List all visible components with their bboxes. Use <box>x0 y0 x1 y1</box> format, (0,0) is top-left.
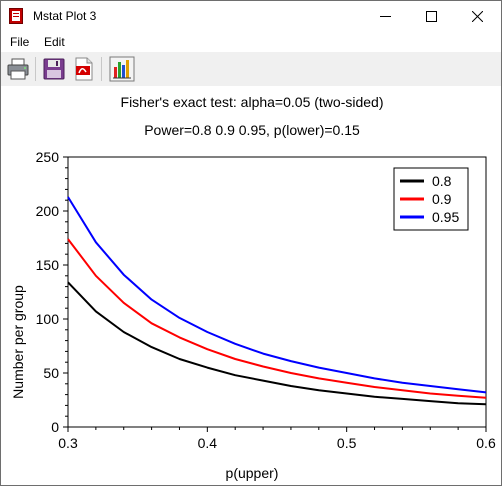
y-axis-label: Number per group <box>10 285 26 399</box>
x-tick-label: 0.3 <box>58 435 78 451</box>
x-tick-label: 0.5 <box>337 435 357 451</box>
y-tick-label: 250 <box>36 149 60 165</box>
toolbar-separator <box>101 57 102 81</box>
title-bar[interactable]: Mstat Plot 3 <box>1 1 501 32</box>
legend-label: 0.9 <box>432 191 452 207</box>
chart: Fisher's exact test: alpha=0.05 (two-sid… <box>10 94 496 481</box>
menu-edit[interactable]: Edit <box>44 35 65 49</box>
maximize-icon <box>426 11 437 22</box>
series-line-0.9 <box>67 238 487 399</box>
x-axis-label: p(upper) <box>226 465 279 481</box>
floppy-disk-icon <box>43 58 65 80</box>
minimize-button[interactable] <box>363 1 409 32</box>
pdf-icon <box>75 57 93 81</box>
series-line-0.95 <box>67 196 487 394</box>
plot-area: Fisher's exact test: alpha=0.05 (two-sid… <box>1 86 501 485</box>
close-icon <box>472 11 483 22</box>
plot-frame <box>67 156 487 428</box>
legend-label: 0.8 <box>432 173 452 189</box>
x-tick-label: 0.4 <box>198 435 218 451</box>
minimize-icon <box>380 16 391 17</box>
chart-title: Fisher's exact test: alpha=0.05 (two-sid… <box>121 94 384 110</box>
series-line-0.8 <box>67 281 487 406</box>
y-tick-label: 100 <box>36 311 60 327</box>
close-button[interactable] <box>455 1 501 32</box>
menu-file[interactable]: File <box>10 35 30 49</box>
menu-bar: File Edit <box>1 32 501 51</box>
legend-label: 0.95 <box>432 209 459 225</box>
window-title: Mstat Plot 3 <box>33 9 97 23</box>
x-tick-label: 0.6 <box>476 435 496 451</box>
toolbar-separator <box>35 57 36 81</box>
print-button[interactable] <box>5 56 31 82</box>
y-tick-label: 0 <box>51 419 59 435</box>
chart-options-button[interactable] <box>109 56 135 82</box>
toolbar <box>1 52 501 86</box>
y-tick-label: 50 <box>43 365 59 381</box>
printer-icon <box>7 58 29 80</box>
export-pdf-button[interactable] <box>70 56 96 82</box>
save-button[interactable] <box>41 56 67 82</box>
y-tick-label: 150 <box>36 257 60 273</box>
y-tick-label: 200 <box>36 203 60 219</box>
maximize-button[interactable] <box>409 1 455 32</box>
app-icon <box>9 8 23 24</box>
bar-chart-icon <box>109 56 135 82</box>
chart-subtitle: Power=0.8 0.9 0.95, p(lower)=0.15 <box>144 122 360 138</box>
